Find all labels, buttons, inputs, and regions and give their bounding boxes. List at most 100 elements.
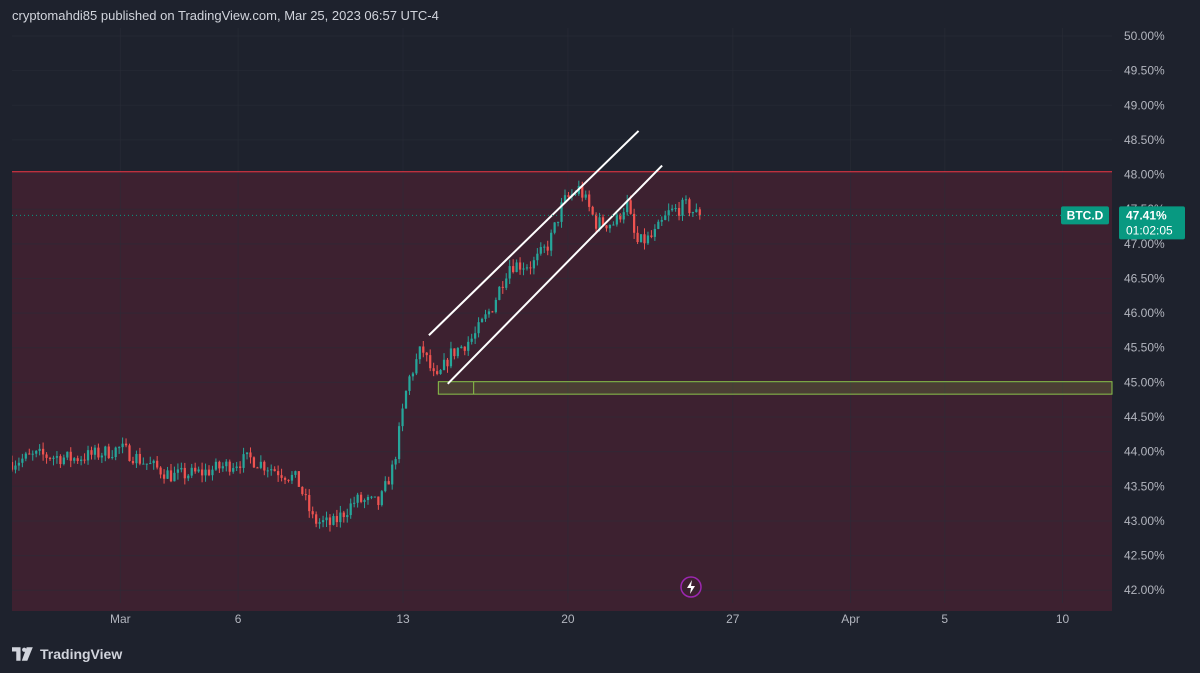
candle (225, 461, 228, 467)
candle (259, 461, 262, 468)
candle (107, 446, 110, 459)
support-zone (437, 381, 1113, 395)
candle (100, 455, 103, 458)
candle (415, 359, 418, 374)
x-tick-label: 27 (726, 612, 740, 626)
candle (59, 456, 62, 465)
candle (114, 447, 117, 458)
candle (377, 496, 380, 506)
candle (650, 235, 653, 237)
candle (111, 457, 114, 459)
candle (512, 266, 515, 273)
candle (449, 348, 453, 367)
candle (384, 481, 387, 492)
candle (128, 445, 131, 462)
candle (553, 222, 556, 233)
candle (287, 479, 290, 481)
candle (594, 214, 598, 229)
candle (138, 453, 141, 464)
candle (480, 318, 484, 323)
candle (636, 232, 639, 243)
y-tick-label: 42.50% (1124, 549, 1165, 563)
candle (162, 474, 166, 479)
candle (446, 359, 449, 367)
y-tick-label: 48.50% (1124, 133, 1165, 147)
candle (304, 494, 307, 496)
candle (263, 461, 266, 471)
candle (688, 199, 691, 214)
candle (677, 207, 681, 216)
candle (546, 246, 549, 251)
tradingview-logo[interactable]: TradingView (12, 644, 122, 664)
candle (301, 486, 304, 495)
candle (425, 352, 428, 356)
candle (277, 471, 280, 476)
candle (619, 214, 622, 220)
candle (418, 346, 421, 360)
candle (422, 346, 425, 353)
candle (232, 468, 235, 472)
candle (145, 463, 148, 465)
candle (543, 246, 546, 248)
y-tick-label: 43.50% (1124, 479, 1165, 493)
candle (518, 262, 522, 270)
candle (76, 458, 79, 462)
candle (173, 472, 176, 482)
channel-upper-line (428, 130, 640, 336)
price-tag (1119, 206, 1185, 240)
candle (21, 458, 24, 463)
candle (522, 268, 525, 270)
price-chart[interactable]: 42.00% 42.50% 43.00% 43.50% 44.00% 44.50% 45.0… (12, 28, 1200, 638)
candle (339, 512, 342, 523)
candle (118, 447, 121, 449)
candle (501, 286, 504, 288)
publish-info: cryptomahdi85 published on TradingView.c… (12, 8, 439, 23)
candle (290, 474, 294, 481)
candle (581, 186, 584, 198)
candle (176, 469, 180, 473)
candle (404, 390, 408, 409)
candle (498, 286, 501, 300)
candle (391, 464, 394, 485)
y-tick-label: 49.00% (1124, 98, 1165, 112)
candle (180, 467, 183, 470)
candle (370, 496, 373, 498)
x-tick-label: 20 (561, 612, 575, 626)
candle (308, 495, 311, 512)
candle (17, 462, 21, 466)
candle (346, 515, 349, 518)
candle (14, 465, 17, 470)
y-tick-label: 44.50% (1124, 410, 1165, 424)
candle (242, 454, 245, 468)
candle (211, 469, 214, 476)
chart-area[interactable]: 42.00% 42.50% 43.00% 43.50% 44.00% 44.50% 45.0… (12, 28, 1200, 638)
y-tick-label: 47.00% (1124, 237, 1165, 251)
candle (235, 466, 238, 469)
candle (45, 454, 48, 458)
candle (563, 195, 567, 203)
candle (698, 209, 701, 216)
candle (135, 453, 138, 464)
candle (104, 446, 107, 456)
candle (83, 459, 86, 461)
candle (200, 469, 204, 476)
candle (55, 456, 59, 458)
candle (525, 267, 529, 269)
price-tag-value: 47.41% (1126, 208, 1167, 222)
candle (674, 207, 677, 209)
candle (48, 457, 52, 459)
y-tick-label: 46.50% (1124, 271, 1165, 285)
candle (608, 224, 612, 229)
candle (664, 215, 667, 220)
candle (536, 253, 539, 261)
candle (643, 234, 646, 244)
candle (684, 199, 688, 201)
candle (487, 311, 491, 315)
candle (24, 453, 27, 459)
candle (207, 469, 211, 476)
candle (356, 494, 359, 503)
candle (463, 346, 466, 351)
candle (681, 199, 684, 216)
candle (12, 462, 14, 470)
x-tick-label: 10 (1056, 612, 1070, 626)
